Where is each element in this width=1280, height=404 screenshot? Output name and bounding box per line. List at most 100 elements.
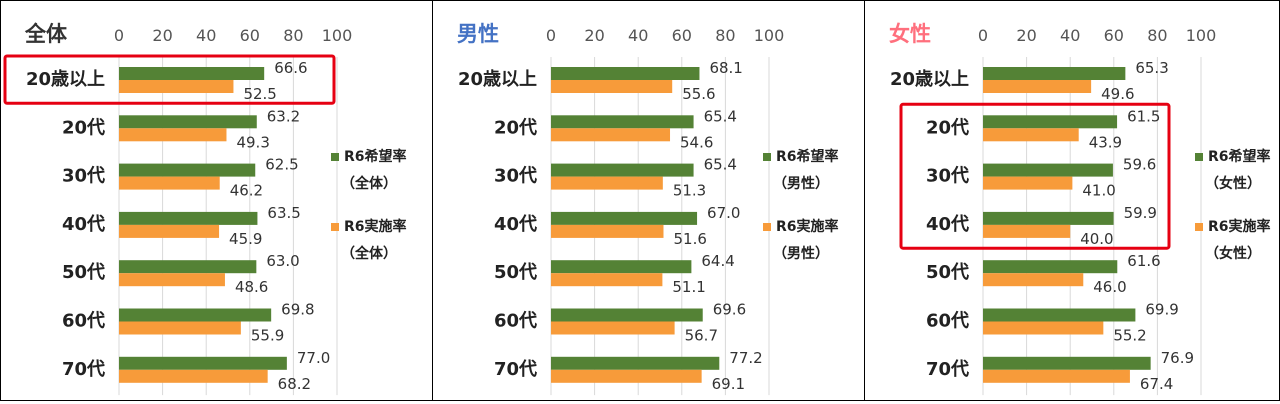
data-label: 67.4 [1140,375,1173,393]
bar-wish [119,67,265,80]
legend-swatch [763,223,771,231]
data-label: 59.9 [1124,204,1157,222]
category-label: 40代 [926,214,969,235]
data-label: 51.3 [673,182,706,200]
category-label: 30代 [494,166,537,187]
bar-wish [119,260,257,274]
bar-impl [119,273,225,287]
legend-label-sub: （男性） [773,245,829,262]
bar-impl [119,369,268,383]
legend-label: R6希望率 [1208,148,1271,165]
legend-label: R6希望率 [776,148,839,165]
bar-wish [551,308,703,322]
category-label: 30代 [926,166,969,187]
category-label: 20代 [494,117,537,138]
bar-wish [983,67,1126,80]
bar-impl [551,224,664,238]
category-label: 30代 [62,166,105,187]
category-label: 20歳以上 [890,69,969,90]
data-label: 49.3 [236,133,269,151]
bar-wish [983,115,1118,129]
bar-impl [983,321,1104,335]
bar-wish [983,260,1118,274]
chart-title: 全体 [24,22,68,46]
bar-wish [551,163,694,177]
legend-label-sub: （全体） [341,245,397,262]
bar-impl [983,224,1071,238]
category-label: 60代 [494,311,537,332]
data-label: 61.5 [1127,107,1160,125]
x-tick-label: 20 [584,26,604,45]
x-tick-label: 100 [1186,26,1217,45]
category-label: 60代 [926,311,969,332]
data-label: 65.3 [1135,59,1168,77]
category-label: 40代 [494,214,537,235]
data-label: 63.2 [267,107,300,125]
chart-svg-total: 0 20 40 60 80 100 全体 20歳以上 66.6 52.5 20代 63.2 49.3 30… [3,22,407,396]
data-label: 59.6 [1123,156,1156,174]
chart-panel-male: 0 20 40 60 80 100 男性 20歳以上 68.1 55.6 20代 65.4 54.6 30… [432,0,865,401]
chart-title: 男性 [457,22,499,46]
category-label: 70代 [62,359,105,380]
chart-panel-total: 0 20 40 60 80 100 全体 20歳以上 66.6 52.5 20代 63.2 49.3 30… [0,0,433,401]
x-tick-label: 60 [1104,26,1124,45]
data-label: 69.1 [712,375,745,393]
bar-wish [119,308,272,322]
bar-wish [983,356,1151,370]
legend-label: R6実施率 [776,218,839,235]
data-label: 69.8 [281,301,314,319]
legend-swatch [1195,223,1203,231]
data-label: 69.9 [1145,301,1178,319]
data-label: 54.6 [680,133,713,151]
data-label: 46.0 [1093,278,1126,296]
data-label: 62.5 [265,156,298,174]
data-label: 55.9 [251,327,284,345]
data-label: 63.0 [266,252,299,270]
bar-impl [983,273,1084,287]
data-label: 41.0 [1082,182,1115,200]
legend-label: R6実施率 [344,218,407,235]
data-label: 61.6 [1127,252,1160,270]
category-label: 20歳以上 [26,69,105,90]
x-tick-label: 0 [978,26,988,45]
bar-impl [551,128,671,142]
highlight-box [3,54,336,105]
legend-label-sub: （男性） [773,175,829,192]
data-label: 48.6 [235,278,268,296]
bar-impl [551,273,663,287]
data-label: 45.9 [229,230,262,248]
bar-impl [551,176,663,190]
data-label: 69.6 [713,301,746,319]
legend-label-sub: （女性） [1205,245,1261,262]
category-label: 60代 [62,311,105,332]
bar-impl [119,321,241,335]
bar-wish [983,163,1113,177]
data-label: 65.4 [704,156,737,174]
bar-wish [119,356,287,370]
legend-label: R6希望率 [344,148,407,165]
bar-impl [551,321,675,335]
data-label: 65.4 [704,107,737,125]
data-label: 68.2 [278,375,311,393]
bar-impl [119,176,220,190]
bar-wish [551,115,694,129]
x-tick-label: 80 [283,26,303,45]
legend-label: R6実施率 [1208,218,1271,235]
legend-swatch [331,223,339,231]
data-label: 52.5 [243,85,276,103]
data-label: 63.5 [267,204,300,222]
legend-label-sub: （女性） [1205,175,1261,192]
data-label: 51.1 [672,278,705,296]
bar-impl [551,80,673,93]
category-label: 50代 [62,262,105,283]
category-label: 20代 [926,117,969,138]
bar-impl [983,369,1130,383]
data-label: 76.9 [1161,349,1194,367]
bar-wish [551,356,720,370]
highlight-box [899,102,1171,250]
x-tick-label: 100 [754,26,785,45]
data-label: 77.0 [297,349,330,367]
category-label: 20代 [62,117,105,138]
bar-wish [119,163,256,177]
